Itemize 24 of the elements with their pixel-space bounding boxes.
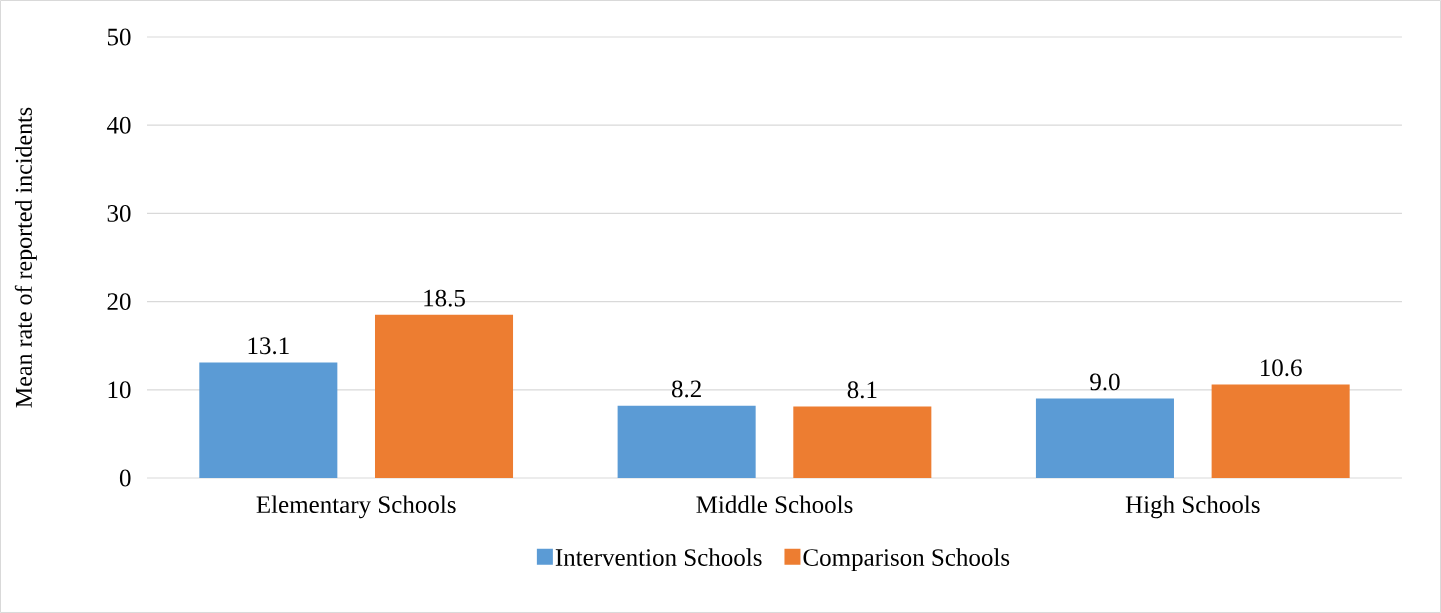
x-tick-label: High Schools — [1125, 495, 1260, 519]
legend-label: Intervention Schools — [555, 548, 762, 566]
y-tick-label: 0 — [119, 469, 131, 487]
data-label: 9.0 — [1090, 373, 1120, 391]
data-label: 13.1 — [248, 337, 289, 355]
bar — [793, 406, 932, 478]
y-tick-label: 40 — [106, 116, 131, 134]
bar — [1211, 384, 1350, 478]
data-label: 8.1 — [847, 381, 877, 399]
legend-label: Comparison Schools — [803, 548, 1010, 571]
data-label: 8.2 — [671, 380, 701, 398]
x-tick-label: Elementary Schools — [256, 495, 456, 519]
data-label: 10.6 — [1260, 359, 1302, 377]
y-tick-label: 50 — [107, 28, 131, 46]
x-tick-label: Middle Schools — [696, 495, 853, 514]
y-tick-label: 10 — [108, 381, 131, 399]
bar — [374, 314, 514, 478]
bar — [617, 405, 756, 478]
y-axis-title: Mean rate of reported incidents — [14, 107, 37, 408]
bar — [199, 362, 338, 478]
bar — [1035, 398, 1174, 478]
y-tick-label: 30 — [107, 204, 131, 222]
y-tick-label: 20 — [107, 293, 131, 311]
data-label: 18.5 — [424, 289, 465, 307]
